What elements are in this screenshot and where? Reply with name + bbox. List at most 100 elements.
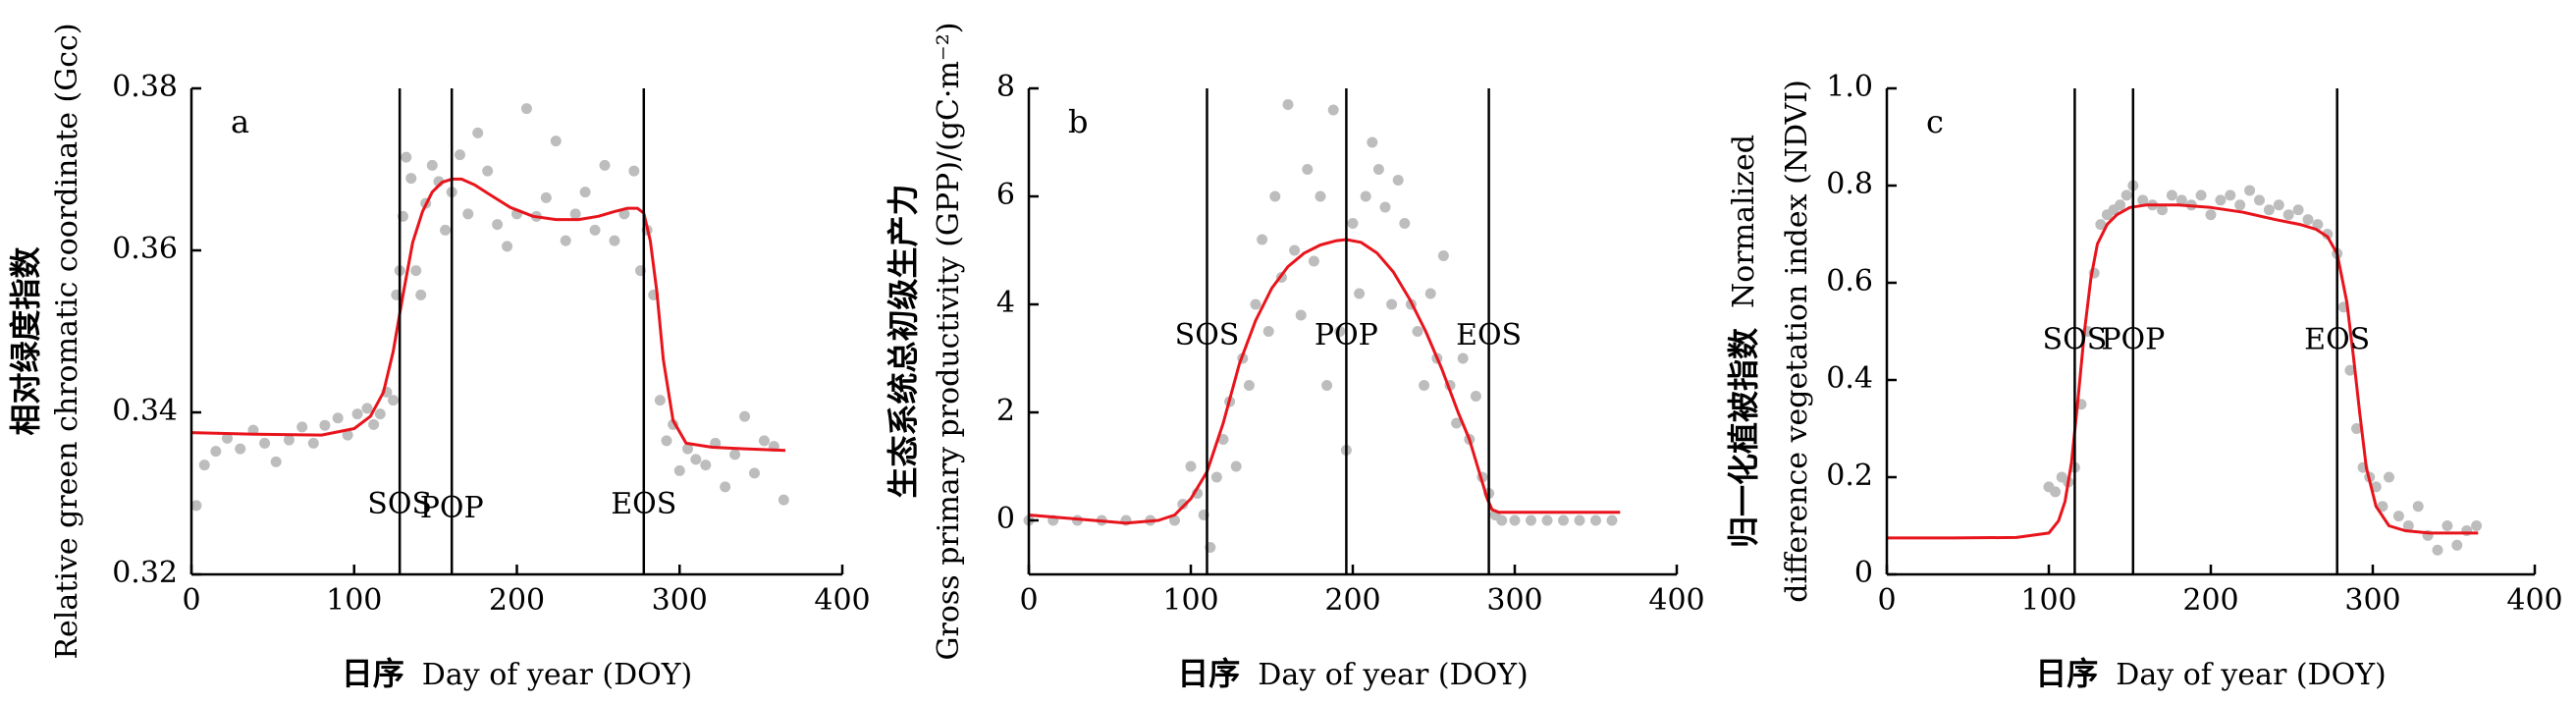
data-point [540, 191, 552, 203]
scatter-series [2043, 180, 2483, 556]
data-point [2384, 471, 2394, 483]
data-point [1379, 201, 1391, 213]
data-point [368, 418, 380, 430]
data-point [2442, 520, 2453, 531]
x-axis-title-en: Day of year (DOY) [2116, 658, 2386, 692]
data-point [1541, 514, 1553, 526]
x-axis-title-cn: 日序 [342, 655, 404, 692]
x-axis-title-cn: 日序 [1177, 655, 1240, 692]
data-point [2175, 194, 2187, 206]
x-axis-title: 日序 Day of year (DOY) [1177, 655, 1528, 692]
y-axis-title-en: Relative green chromatic coordinate (Gcc… [50, 23, 84, 659]
x-tick-label: 200 [2182, 583, 2238, 618]
x-tick-label: 300 [652, 583, 708, 618]
y-tick-label: 6 [996, 178, 1015, 212]
data-point [270, 456, 282, 467]
event-label-pop: POP [420, 491, 484, 525]
data-point [405, 173, 417, 185]
data-point [1367, 136, 1378, 148]
y-tick-label: 8 [996, 70, 1015, 104]
data-point [2312, 219, 2324, 231]
data-point [1386, 298, 1398, 310]
data-point [1558, 514, 1569, 526]
data-point [2432, 544, 2443, 556]
data-point [415, 289, 427, 300]
data-point [361, 403, 373, 414]
data-point [351, 408, 363, 420]
data-point [520, 103, 532, 115]
data-point [2451, 539, 2463, 551]
data-point [1327, 104, 1339, 116]
data-point [2215, 194, 2227, 206]
data-point [661, 435, 672, 447]
data-point [2137, 194, 2149, 206]
y-tick-label: 0 [996, 502, 1015, 536]
data-point [1412, 326, 1423, 337]
x-tick-label: 200 [1324, 583, 1380, 618]
event-label-sos: SOS [2043, 322, 2108, 356]
data-point [628, 165, 640, 177]
y-tick-label: 1.0 [1826, 70, 1873, 104]
scatter-series [190, 103, 789, 512]
fit-curve [1887, 203, 2479, 540]
data-point [2166, 190, 2177, 201]
data-point [1392, 175, 1404, 186]
data-point [2402, 520, 2414, 531]
data-point [1347, 218, 1359, 229]
x-tick-label: 400 [2506, 583, 2562, 618]
data-point [440, 224, 452, 236]
data-point [2302, 214, 2314, 226]
data-point [1177, 499, 1189, 510]
data-point [210, 446, 222, 458]
data-point [454, 149, 465, 161]
data-point [1185, 460, 1197, 472]
x-tick-label: 400 [814, 583, 870, 618]
y-tick-label: 4 [996, 286, 1015, 320]
data-point [729, 449, 741, 460]
data-point [2157, 204, 2168, 216]
y-tick-label: 0.4 [1826, 361, 1873, 396]
panel-letter: b [1068, 103, 1088, 140]
data-point [283, 434, 295, 446]
data-point [2115, 199, 2126, 211]
data-point [778, 494, 789, 506]
y-axis-title-cn-text: 归一化植被指数 [1725, 327, 1762, 548]
data-point [2412, 501, 2424, 513]
data-point [1269, 190, 1281, 202]
data-point [1169, 514, 1180, 526]
data-point [2292, 204, 2304, 216]
data-point [1457, 352, 1469, 364]
data-point [1210, 471, 1222, 483]
data-point [569, 208, 581, 220]
y-tick-label: 0.34 [112, 394, 178, 428]
data-point [2273, 199, 2284, 211]
data-point [673, 464, 685, 476]
data-point [1372, 164, 1384, 175]
data-point [2392, 511, 2404, 522]
x-tick-label: 100 [326, 583, 382, 618]
data-point [2254, 194, 2265, 206]
data-point [1217, 434, 1229, 445]
event-label-eos: EOS [1456, 318, 1522, 352]
data-point [1282, 99, 1294, 110]
data-point [2244, 185, 2256, 196]
x-tick-label: 300 [1486, 583, 1542, 618]
data-point [401, 151, 412, 163]
data-point [720, 481, 731, 493]
data-point [1308, 255, 1319, 267]
event-label-pop: POP [2101, 322, 2165, 356]
data-point [1334, 326, 1346, 337]
data-point [410, 265, 422, 277]
data-point [1230, 460, 1242, 472]
y-axis-title-cn: 相对绿度指数 [7, 246, 44, 436]
data-point [690, 454, 702, 465]
data-point [492, 219, 504, 231]
y-tick-label: 0.2 [1826, 459, 1873, 493]
y-axis-title-en-line2: difference vegetation index (NDVI) [1780, 80, 1814, 603]
data-point [1399, 218, 1411, 229]
x-axis-title-en: Day of year (DOY) [1258, 658, 1528, 692]
x-tick-label: 0 [1019, 583, 1038, 618]
x-axis-title: 日序 Day of year (DOY) [342, 655, 692, 692]
